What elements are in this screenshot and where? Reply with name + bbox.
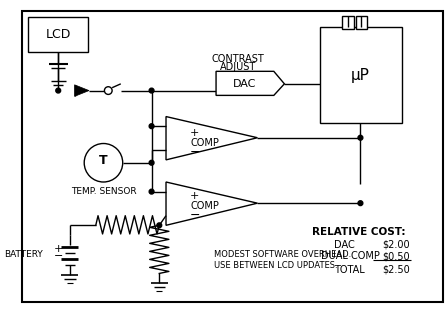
Text: −: − [54,251,63,261]
Text: BATTERY: BATTERY [4,250,43,259]
Bar [356,16,367,29]
Circle shape [149,88,154,93]
Text: $2.50: $2.50 [382,264,409,275]
Text: $2.00: $2.00 [382,239,409,249]
Text: T: T [99,154,108,167]
Text: −: − [190,146,200,159]
Circle shape [157,223,162,228]
Circle shape [149,189,154,194]
Circle shape [56,88,60,93]
Text: +: + [190,128,199,138]
Text: DUAL COMP: DUAL COMP [321,251,380,261]
Text: −: − [190,209,200,222]
Text: $0.50: $0.50 [382,251,409,261]
Bar [28,18,88,52]
Polygon shape [216,71,284,95]
Text: DAC: DAC [335,239,355,249]
Text: ADJUST: ADJUST [220,62,256,71]
Text: USE BETWEEN LCD UPDATES.: USE BETWEEN LCD UPDATES. [214,261,338,270]
Text: RELATIVE COST:: RELATIVE COST: [312,227,405,237]
Text: μP: μP [351,68,370,83]
Text: MODEST SOFTWARE OVERHEAD.: MODEST SOFTWARE OVERHEAD. [214,250,351,259]
Text: COMP: COMP [190,137,219,147]
Polygon shape [166,182,258,225]
Bar [342,16,353,29]
Circle shape [358,201,363,206]
Circle shape [104,87,112,95]
Polygon shape [74,85,89,96]
Text: TEMP. SENSOR: TEMP. SENSOR [71,187,136,196]
Text: TOTAL: TOTAL [335,264,365,275]
Text: LCD: LCD [46,28,71,41]
Text: DAC: DAC [233,79,257,89]
Text: +: + [54,244,63,254]
Circle shape [149,124,154,129]
Text: COMP: COMP [190,201,219,211]
Bar [320,27,402,123]
Polygon shape [166,116,258,160]
Circle shape [84,143,123,182]
Circle shape [149,160,154,165]
Circle shape [358,135,363,140]
Text: +: + [190,192,199,202]
Text: CONTRAST: CONTRAST [212,54,265,64]
